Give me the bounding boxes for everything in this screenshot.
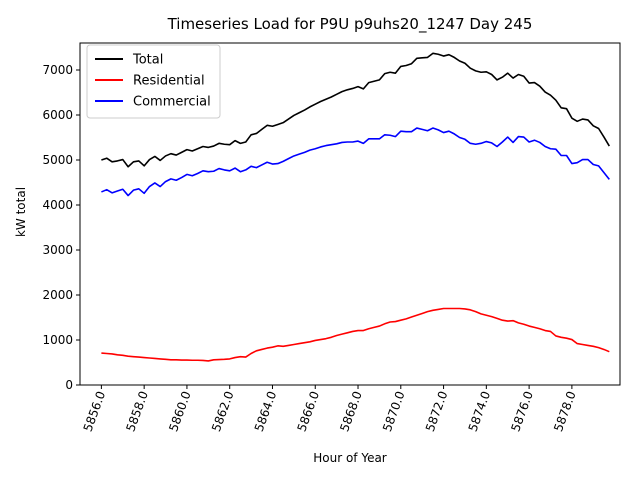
legend-box bbox=[86, 44, 221, 119]
plot-frame bbox=[79, 42, 621, 386]
series-line-commercial bbox=[101, 127, 610, 197]
series-line-total bbox=[101, 52, 610, 168]
series-group bbox=[101, 52, 610, 362]
y-tick-label: 1000 bbox=[42, 333, 73, 347]
y-axis-label: kW total bbox=[14, 187, 28, 237]
y-tick-label: 0 bbox=[65, 378, 73, 392]
y-tick-label: 7000 bbox=[42, 63, 73, 77]
y-tick-label: 4000 bbox=[42, 198, 73, 212]
y-tick-label: 2000 bbox=[42, 288, 73, 302]
legend-label-residential: Residential bbox=[133, 74, 205, 89]
x-axis-label: Hour of Year bbox=[313, 451, 387, 465]
series-line-residential bbox=[101, 307, 610, 362]
legend-label-commercial: Commercial bbox=[133, 95, 211, 110]
chart-title: Timeseries Load for P9U p9uhs20_1247 Day… bbox=[167, 15, 533, 34]
legend: Total Residential Commercial bbox=[86, 44, 221, 119]
y-tick-label: 3000 bbox=[42, 243, 73, 257]
legend-label-total: Total bbox=[132, 53, 163, 68]
y-tick-label: 6000 bbox=[42, 108, 73, 122]
y-tick-label: 5000 bbox=[42, 153, 73, 167]
